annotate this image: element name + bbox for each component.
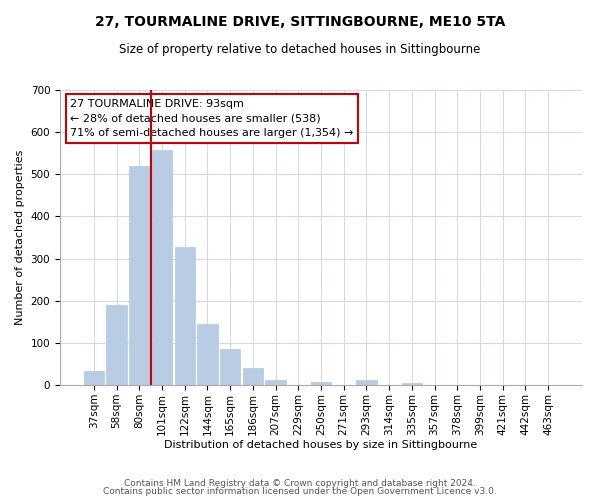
Text: Size of property relative to detached houses in Sittingbourne: Size of property relative to detached ho… — [119, 42, 481, 56]
Text: Contains public sector information licensed under the Open Government Licence v3: Contains public sector information licen… — [103, 487, 497, 496]
Bar — [311, 382, 331, 385]
Text: Contains HM Land Registry data © Crown copyright and database right 2024.: Contains HM Land Registry data © Crown c… — [124, 478, 476, 488]
X-axis label: Distribution of detached houses by size in Sittingbourne: Distribution of detached houses by size … — [164, 440, 478, 450]
Bar — [401, 383, 422, 385]
Bar — [356, 380, 377, 385]
Bar — [129, 166, 149, 385]
Text: 27 TOURMALINE DRIVE: 93sqm
← 28% of detached houses are smaller (538)
71% of sem: 27 TOURMALINE DRIVE: 93sqm ← 28% of deta… — [70, 99, 354, 138]
Bar — [152, 150, 172, 385]
Text: 27, TOURMALINE DRIVE, SITTINGBOURNE, ME10 5TA: 27, TOURMALINE DRIVE, SITTINGBOURNE, ME1… — [95, 15, 505, 29]
Bar — [242, 368, 263, 385]
Bar — [265, 380, 286, 385]
Bar — [175, 247, 195, 385]
Y-axis label: Number of detached properties: Number of detached properties — [15, 150, 25, 325]
Bar — [197, 324, 218, 385]
Bar — [220, 349, 241, 385]
Bar — [106, 306, 127, 385]
Bar — [84, 371, 104, 385]
